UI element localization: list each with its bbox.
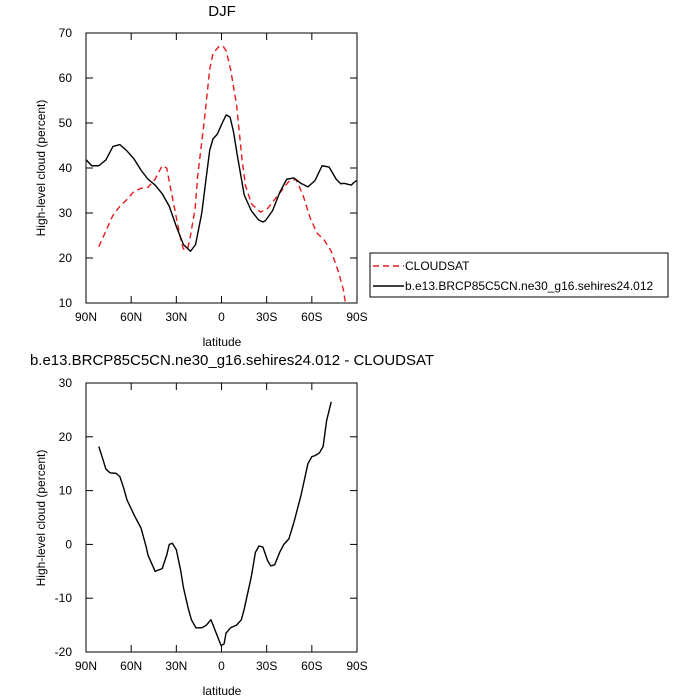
top-plot-frame bbox=[85, 32, 358, 304]
bottom-chart: b.e13.BRCP85C5CN.ne30_g16.sehires24.012 … bbox=[30, 352, 434, 698]
bottom-y-tick-label: 0 bbox=[65, 537, 72, 551]
top-y-tick-label: 20 bbox=[59, 251, 73, 265]
bottom-x-tick-label: 0 bbox=[218, 659, 225, 673]
bottom-x-tick-label: 90N bbox=[75, 659, 97, 673]
bottom-y-tick-label: 30 bbox=[59, 376, 73, 390]
top-y-tick-label: 50 bbox=[59, 116, 73, 130]
bottom-y-tick-label: 20 bbox=[59, 430, 73, 444]
top-y-tick-label: 30 bbox=[59, 206, 73, 220]
bottom-series-line-difference bbox=[98, 401, 332, 647]
top-y-tick-label: 40 bbox=[59, 161, 73, 175]
legend: CLOUDSAT b.e13.BRCP85C5CN.ne30_g16.sehir… bbox=[369, 252, 669, 298]
bottom-chart-ticks: 90N 60N 30N 0 30S 60S 90S -20 -10 0 10 20 30 bbox=[55, 376, 368, 673]
legend-box bbox=[369, 252, 669, 298]
top-y-tick-label: 60 bbox=[59, 71, 73, 85]
bottom-y-tick-label: -20 bbox=[55, 645, 73, 659]
bottom-chart-lines bbox=[98, 401, 332, 647]
bottom-x-tick-label: 90S bbox=[346, 659, 367, 673]
top-y-tick-label: 70 bbox=[59, 26, 73, 40]
top-series-line-cloudsat bbox=[98, 45, 347, 303]
top-series-line-model bbox=[86, 114, 357, 252]
top-chart: DJF 90N 60N 30N 0 30S 60S 90S 10 20 30 40 50 60 70 la… bbox=[34, 3, 669, 349]
top-x-tick-label: 60N bbox=[120, 310, 142, 324]
bottom-plot-frame bbox=[85, 382, 358, 653]
bottom-x-tick-label: 30S bbox=[256, 659, 277, 673]
top-x-tick-label: 90S bbox=[346, 310, 367, 324]
top-x-tick-label: 30N bbox=[165, 310, 187, 324]
top-y-tick-label: 10 bbox=[59, 296, 73, 310]
bottom-y-tick-label: -10 bbox=[55, 591, 73, 605]
top-x-tick-label: 0 bbox=[218, 310, 225, 324]
bottom-x-tick-label: 30N bbox=[165, 659, 187, 673]
top-chart-title: DJF bbox=[208, 3, 236, 20]
legend-label-cloudsat: CLOUDSAT bbox=[405, 259, 470, 273]
bottom-y-tick-label: 10 bbox=[59, 484, 73, 498]
bottom-x-tick-label: 60S bbox=[301, 659, 322, 673]
top-x-tick-label: 60S bbox=[301, 310, 322, 324]
bottom-x-tick-label: 60N bbox=[120, 659, 142, 673]
top-x-tick-label: 30S bbox=[256, 310, 277, 324]
bottom-chart-y-axis-label: High-level cloud (percent) bbox=[34, 450, 48, 587]
top-chart-ticks: 90N 60N 30N 0 30S 60S 90S 10 20 30 40 50 60 70 bbox=[59, 26, 368, 324]
top-x-tick-label: 90N bbox=[75, 310, 97, 324]
top-chart-y-axis-label: High-level cloud (percent) bbox=[34, 100, 48, 237]
top-chart-lines bbox=[86, 45, 357, 303]
bottom-chart-x-axis-label: latitude bbox=[203, 684, 242, 698]
bottom-chart-title: b.e13.BRCP85C5CN.ne30_g16.sehires24.012 … bbox=[30, 352, 434, 369]
legend-label-model: b.e13.BRCP85C5CN.ne30_g16.sehires24.012 bbox=[405, 279, 653, 293]
top-chart-x-axis-label: latitude bbox=[203, 335, 242, 349]
